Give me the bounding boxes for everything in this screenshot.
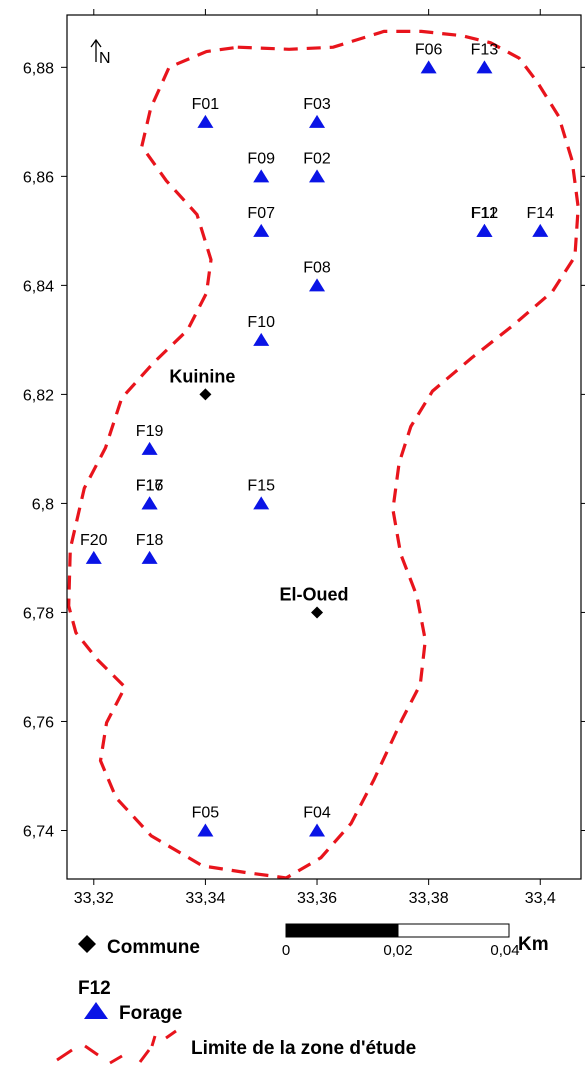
well-triangle-F17 (141, 496, 158, 510)
well-triangle-F20 (85, 550, 102, 564)
well-triangle-F02 (309, 169, 326, 183)
scalebar-label-0: 0 (282, 942, 290, 959)
well-label-F13: F13 (471, 41, 499, 58)
well-triangle-F15 (253, 496, 270, 510)
well-label-F03: F03 (303, 96, 331, 113)
x-tick-label: 33,36 (297, 890, 337, 907)
well-label-F08: F08 (303, 259, 331, 276)
well-triangle-F19 (141, 441, 158, 455)
scalebar-label-end: 0,04 (490, 942, 519, 959)
limit-dashed-line-icon (56, 1029, 177, 1065)
well-label-F04: F04 (303, 804, 331, 821)
well-label-F10: F10 (247, 314, 275, 331)
legend-commune-label: Commune (107, 937, 200, 958)
communes-layer: Kuinine El-Oued (169, 366, 349, 619)
commune-diamond-icon (78, 935, 96, 953)
map-frame (66, 14, 582, 880)
scalebar-segment-light (397, 923, 510, 938)
commune-label: Kuinine (169, 366, 235, 386)
well-label-F17: F17 (136, 477, 164, 494)
y-tick-label: 6,74 (23, 823, 54, 840)
well-label-F02: F02 (303, 150, 331, 167)
well-label-F06: F06 (415, 41, 443, 58)
y-tick-label: 6,76 (23, 714, 54, 731)
well-label-F01: F01 (192, 96, 220, 113)
commune-marker (311, 606, 324, 619)
y-tick-label: 6,8 (32, 496, 54, 513)
x-tick-label: 33,32 (74, 890, 114, 907)
well-triangle-F12 (476, 223, 493, 237)
legend: Commune 0 0,02 0,04 Km F12 Forage Limite… (56, 923, 549, 1065)
scalebar-unit: Km (518, 934, 549, 955)
scalebar: 0 0,02 0,04 Km (282, 923, 549, 959)
well-triangle-F01 (197, 114, 214, 128)
y-tick-label: 6,82 (23, 387, 54, 404)
well-triangle-F03 (309, 114, 326, 128)
y-tick-label: 6,86 (23, 169, 54, 186)
well-label-F14: F14 (526, 205, 554, 222)
axis-ticks-layer: 33,32 33,34 33,36 33,38 33,4 6,88 6,86 6,84 6,82… (23, 9, 585, 907)
well-label-F11: F11 (471, 205, 497, 222)
legend-limit-label: Limite de la zone d'étude (191, 1038, 416, 1059)
well-triangle-F06 (420, 60, 437, 74)
well-triangle-F04 (309, 823, 326, 837)
commune-label: El-Oued (280, 584, 349, 604)
study-area-boundary-layer (67, 29, 580, 880)
forage-triangle-icon (84, 1002, 108, 1019)
commune-marker (199, 388, 212, 401)
well-triangle-F13 (476, 60, 493, 74)
well-triangle-F10 (253, 332, 270, 346)
legend-forage-label: Forage (119, 1003, 182, 1024)
well-label-F18: F18 (136, 532, 164, 549)
x-tick-label: 33,38 (409, 890, 449, 907)
well-label-F16: F16 (136, 477, 164, 494)
north-arrow-label: N (99, 50, 111, 67)
scalebar-segment-dark (285, 923, 399, 938)
well-triangle-F18 (141, 550, 158, 564)
well-label-F07: F07 (247, 205, 275, 222)
y-tick-label: 6,88 (23, 60, 54, 77)
well-label-F19: F19 (136, 423, 164, 440)
well-label-F20: F20 (80, 532, 108, 549)
well-label-F12: F12 (471, 205, 499, 222)
well-triangle-F07 (253, 223, 270, 237)
y-tick-label: 6,78 (23, 605, 54, 622)
study-area-boundary (67, 29, 580, 880)
north-arrow-icon (90, 38, 102, 62)
scalebar-label-mid: 0,02 (383, 942, 412, 959)
legend-sample-label: F12 (78, 978, 111, 999)
well-label-F15: F15 (247, 477, 275, 494)
y-tick-label: 6,84 (23, 278, 54, 295)
x-tick-label: 33,34 (185, 890, 225, 907)
well-label-F09: F09 (247, 150, 275, 167)
well-triangle-F09 (253, 169, 270, 183)
well-triangle-F08 (309, 278, 326, 292)
well-triangle-F05 (197, 823, 214, 837)
well-label-F05: F05 (192, 804, 220, 821)
x-tick-label: 33,4 (525, 890, 556, 907)
well-triangle-F14 (532, 223, 549, 237)
north-arrow: N (90, 38, 111, 67)
